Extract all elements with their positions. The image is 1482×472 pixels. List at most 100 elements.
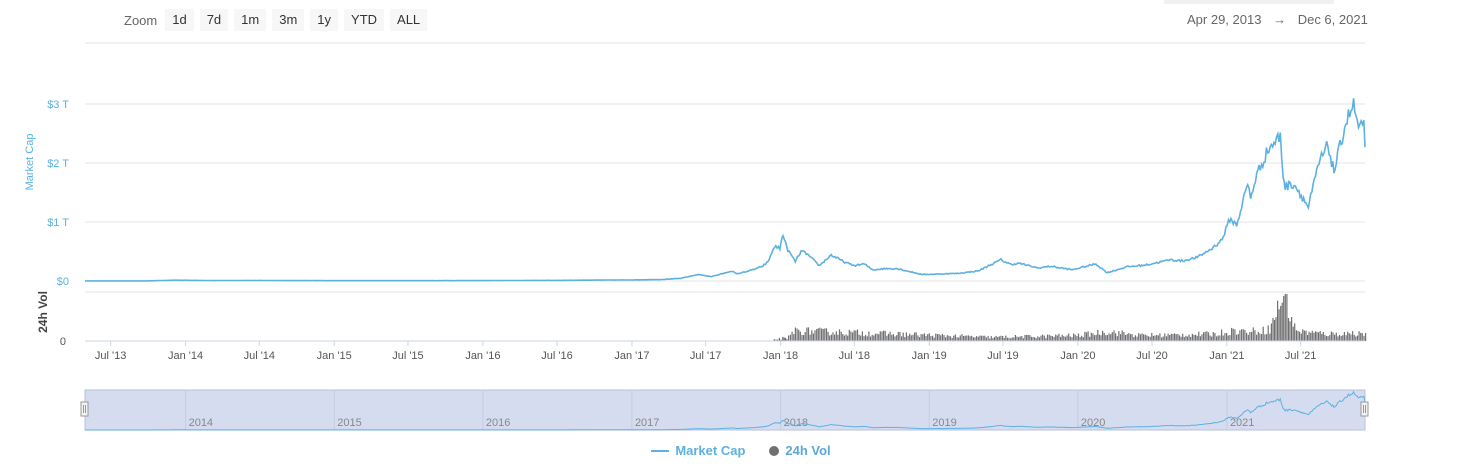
volume-bar: [798, 329, 800, 341]
volume-bar: [1154, 335, 1156, 341]
volume-bar: [1353, 334, 1355, 341]
volume-bar: [1294, 323, 1296, 341]
volume-bar: [1246, 332, 1248, 341]
zoom-toolbar: Zoom 1d 7d 1m 3m 1y YTD ALL: [124, 9, 428, 31]
volume-bar: [1006, 337, 1008, 341]
volume-bar: [1335, 332, 1337, 341]
legend-item-24h-vol[interactable]: 24h Vol: [769, 443, 831, 458]
volume-bar: [1079, 337, 1081, 341]
volume-bar: [969, 336, 971, 341]
volume-bar: [1191, 333, 1193, 341]
volume-bar: [976, 336, 978, 341]
volume-bar: [943, 335, 945, 341]
volume-bar: [861, 331, 863, 341]
volume-bar: [1000, 335, 1002, 341]
volume-bar: [1010, 338, 1012, 341]
volume-bar: [927, 334, 929, 341]
volume-bar: [1043, 335, 1045, 341]
volume-bar: [817, 328, 819, 341]
volume-bar: [1042, 334, 1044, 341]
x-tick-label: Jul '14: [244, 350, 275, 362]
volume-bar: [1077, 333, 1080, 341]
volume-bar: [1334, 334, 1336, 341]
navigator-year-label: 2021: [1230, 417, 1254, 429]
x-tick-label: Jul '21: [1285, 350, 1316, 362]
volume-bar: [1068, 333, 1070, 341]
volume-bar: [863, 336, 865, 341]
market-cap-chart[interactable]: $0 $1 T $2 T $3 T Market Cap 24h Vol 0 Jul …: [0, 0, 1482, 440]
volume-bar: [1182, 333, 1184, 341]
volume-bar: [964, 335, 966, 341]
volume-bar: [1244, 330, 1246, 341]
volume-bar: [1018, 337, 1020, 341]
legend-swatch-24h-vol: [769, 445, 780, 456]
volume-bar: [1048, 334, 1050, 341]
volume-bar: [855, 330, 857, 341]
volume-bar: [1131, 334, 1133, 341]
zoom-1d-button[interactable]: 1d: [165, 9, 194, 31]
volume-bar: [907, 335, 909, 341]
volume-bar: [984, 335, 986, 341]
volume-bar: [1214, 333, 1216, 341]
volume-bar: [1352, 331, 1354, 341]
range-arrow: →: [1273, 12, 1287, 27]
zoom-all-button[interactable]: ALL: [390, 9, 428, 31]
volume-bar: [997, 337, 999, 341]
zoom-1m-button[interactable]: 1m: [234, 9, 267, 31]
navigator-right-handle[interactable]: [1360, 401, 1369, 417]
volume-bar: [949, 336, 952, 341]
volume-bar: [1196, 335, 1198, 341]
volume-bar: [860, 335, 862, 341]
x-axis: Jul '13 Jan '14 Jul '14 Jan '15 Jul '15 Jan '…: [95, 341, 1316, 362]
volume-bar: [1177, 334, 1179, 341]
navigator-selection-mask[interactable]: [84, 389, 1366, 431]
volume-bar: [1066, 335, 1068, 341]
volume-bar: [1264, 334, 1266, 341]
volume-bar: [1183, 337, 1185, 341]
zoom-7d-button[interactable]: 7d: [199, 9, 229, 31]
volume-bar: [953, 335, 955, 341]
zoom-3m-button[interactable]: 3m: [272, 9, 305, 31]
grid-lines: [85, 103, 1365, 293]
volume-bar: [945, 337, 947, 341]
volume-bar: [1178, 335, 1181, 341]
volume-bar: [1273, 319, 1276, 341]
volume-bar: [773, 339, 775, 341]
volume-bar: [845, 334, 847, 341]
volume-bar: [791, 331, 793, 341]
volume-bar: [904, 337, 906, 341]
series-market-cap-line[interactable]: [85, 98, 1366, 282]
volume-bar: [842, 334, 844, 341]
volume-bar: [1347, 331, 1349, 341]
volume-bar: [902, 332, 904, 341]
volume-bar: [1232, 328, 1234, 341]
legend-item-market-cap[interactable]: Market Cap: [651, 443, 745, 458]
volume-bar: [847, 335, 849, 341]
volume-bar: [1030, 336, 1032, 341]
navigator-left-handle[interactable]: [80, 401, 89, 417]
volume-bar: [1236, 334, 1238, 341]
volume-bar: [1360, 332, 1362, 341]
volume-bar: [794, 327, 796, 341]
volume-bar: [959, 335, 961, 341]
navigator[interactable]: 2014 2015 2016 2017 2018 2019 2020 2021: [80, 389, 1369, 431]
volume-bar: [1211, 336, 1213, 341]
volume-bar: [856, 329, 859, 341]
volume-bar: [789, 334, 791, 341]
volume-bar: [1139, 334, 1141, 341]
volume-bar: [1283, 295, 1285, 341]
volume-bar: [803, 335, 805, 341]
volume-bar: [852, 332, 854, 341]
range-to-input[interactable]: Dec 6, 2021: [1297, 12, 1368, 27]
zoom-ytd-button[interactable]: YTD: [344, 9, 385, 31]
volume-bar: [1342, 335, 1344, 341]
volume-bar: [819, 327, 821, 341]
zoom-1y-button[interactable]: 1y: [310, 9, 339, 31]
volume-bar: [780, 339, 782, 341]
volume-bar: [1167, 333, 1169, 341]
volume-bar: [930, 336, 932, 341]
volume-bar: [1085, 332, 1088, 341]
range-from-input[interactable]: Apr 29, 2013: [1187, 12, 1262, 27]
volume-bar: [912, 334, 914, 341]
volume-bar: [777, 339, 779, 341]
